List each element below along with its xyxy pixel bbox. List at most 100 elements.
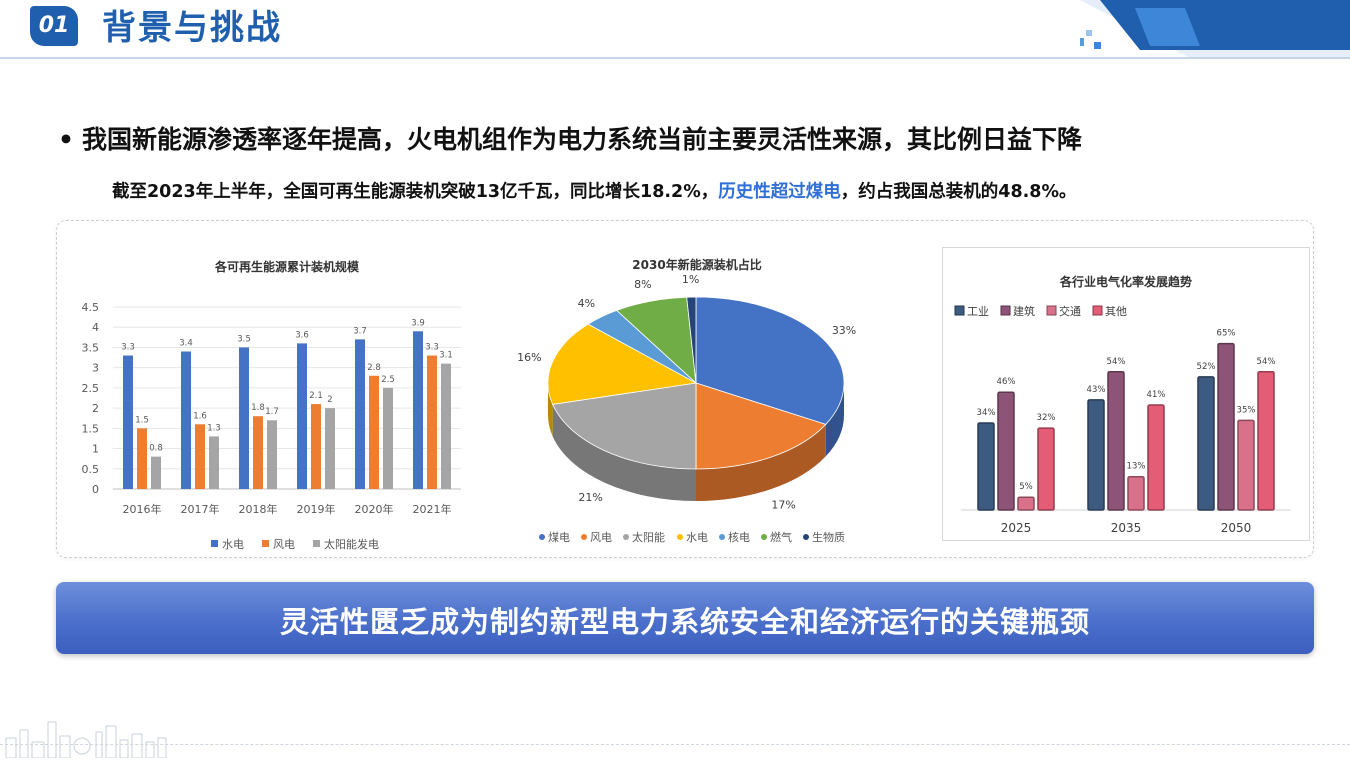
bullet-dot: • (58, 125, 74, 154)
bar (123, 355, 133, 489)
header-decoration (1080, 0, 1350, 58)
legend-swatch (1092, 305, 1103, 316)
legend-swatch (803, 534, 809, 540)
city-skyline-decoration (5, 721, 167, 758)
chart-title: 各行业电气化率发展趋势 (1059, 274, 1192, 289)
data-label: 35% (1237, 405, 1256, 415)
chart-title: 2030年新能源装机占比 (632, 257, 761, 272)
legend-label: 风电 (590, 531, 612, 544)
bar (1087, 399, 1105, 511)
y-tick-label: 2.5 (82, 382, 100, 395)
conclusion-banner: 灵活性匮乏成为制约新型电力系统安全和经济运行的关键瓶颈 (56, 582, 1314, 654)
data-label: 65% (1217, 329, 1236, 339)
bar-chart-capacity-svg: 各可再生能源累计装机规模 0 0.5 1 1.5 2 2.5 3 3.5 4 4.5 2016年 3.3… (82, 259, 461, 551)
sub-text-part1: 截至2023年上半年，全国可再生能源装机突破13亿千瓦，同比增长18.2%， (112, 182, 719, 202)
bar (1217, 342, 1235, 511)
x-tick-label: 2025 (1001, 521, 1032, 535)
sub-text-highlight: 历史性超过煤电 (718, 182, 841, 202)
bar (1197, 376, 1215, 511)
legend-swatch (719, 534, 725, 540)
bar (441, 363, 451, 489)
pie-chart-2030: 2030年新能源装机占比 33% 17% 21% 16% 4% 8% 1% 煤电 风电 太阳能 水电 核… (497, 239, 897, 559)
pie-slice-side (696, 424, 826, 501)
y-tick-label: 0 (92, 483, 99, 496)
bar (253, 416, 263, 489)
x-tick-label: 2021年 (413, 502, 452, 516)
y-tick-label: 4.5 (82, 301, 100, 314)
pie-slice-side (552, 404, 696, 501)
pie-slice (552, 382, 697, 470)
legend-swatch (761, 534, 767, 540)
pie-slice (695, 296, 845, 425)
slice-label: 8% (634, 278, 651, 291)
data-label: 13% (1127, 462, 1146, 472)
x-tick-label: 2019年 (297, 502, 336, 516)
bar (209, 436, 219, 489)
data-label: 1.5 (135, 415, 149, 425)
sub-text: 截至2023年上半年，全国可再生能源装机突破13亿千瓦，同比增长18.2%，历史… (112, 178, 1077, 203)
chart-title: 各可再生能源累计装机规模 (214, 259, 360, 274)
slice-label: 21% (578, 491, 602, 504)
legend-label: 交通 (1059, 304, 1081, 318)
legend-label: 太阳能发电 (324, 537, 379, 551)
y-tick-label: 1 (92, 443, 99, 456)
pie-slice (686, 296, 697, 384)
bar (1257, 371, 1275, 511)
data-label: 2.5 (381, 375, 395, 385)
data-label: 1.7 (265, 407, 279, 417)
data-label: 43% (1087, 385, 1106, 395)
y-tick-label: 3.5 (82, 341, 100, 354)
legend-label: 生物质 (812, 530, 845, 544)
bar (1037, 427, 1055, 511)
bar (195, 424, 205, 489)
bar (1147, 404, 1165, 511)
x-tick-label: 2035 (1111, 521, 1142, 535)
bar (427, 355, 437, 489)
y-tick-label: 0.5 (82, 463, 100, 476)
data-label: 32% (1037, 413, 1056, 423)
legend-label: 水电 (686, 531, 708, 544)
legend-label: 煤电 (548, 531, 570, 544)
legend-swatch (313, 540, 320, 547)
legend-label: 风电 (273, 538, 295, 551)
bar (1237, 419, 1255, 511)
slice-label: 17% (771, 499, 795, 512)
data-label: 2.1 (309, 391, 323, 401)
bar (137, 428, 147, 489)
x-tick-label: 2050 (1221, 521, 1252, 535)
data-label: 52% (1197, 362, 1216, 372)
section-number-badge: 01 (30, 6, 78, 46)
bar (239, 347, 249, 489)
data-label: 3.1 (439, 351, 453, 361)
pie-chart-2030-svg: 2030年新能源装机占比 33% 17% 21% 16% 4% 8% 1% 煤电 风电 太阳能 水电 核… (517, 257, 856, 544)
pie-slice-side (825, 383, 844, 457)
bar (369, 375, 379, 489)
legend-swatch (211, 540, 218, 547)
bar (355, 339, 365, 489)
x-tick-label: 2018年 (239, 502, 278, 516)
x-tick-label: 2016年 (123, 502, 162, 516)
legend-label: 工业 (967, 305, 989, 318)
sub-text-part2: ，约占我国总装机的48.8%。 (840, 182, 1077, 202)
data-label: 3.3 (425, 343, 439, 353)
bar (267, 420, 277, 489)
conclusion-text: 灵活性匮乏成为制约新型电力系统安全和经济运行的关键瓶颈 (279, 605, 1090, 639)
headline-text: 我国新能源渗透率逐年提高，火电机组作为电力系统当前主要灵活性来源，其比例日益下降 (82, 125, 1083, 154)
headline-bullet: • 我国新能源渗透率逐年提高，火电机组作为电力系统当前主要灵活性来源，其比例日益下… (58, 120, 1082, 156)
bar (311, 404, 321, 489)
legend-swatch (623, 534, 629, 540)
legend-label: 核电 (728, 530, 750, 544)
legend-label: 太阳能 (632, 530, 665, 544)
slice-label: 16% (517, 351, 541, 364)
legend-swatch (1046, 305, 1057, 316)
bar-chart-capacity: 各可再生能源累计装机规模 0 0.5 1 1.5 2 2.5 3 3.5 4 4.5 2016年 3.3… (71, 239, 471, 559)
legend-label: 水电 (222, 538, 244, 551)
bar (1017, 496, 1035, 511)
bar-chart-electrification: 各行业电气化率发展趋势 工业 建筑 交通 其他 2025 34% 46% 5% 32% 2035 43… (942, 247, 1310, 541)
legend-label: 建筑 (1013, 304, 1035, 318)
legend-swatch (581, 534, 587, 540)
data-label: 54% (1257, 357, 1276, 367)
legend-swatch (262, 540, 269, 547)
data-label: 3.4 (179, 338, 193, 348)
